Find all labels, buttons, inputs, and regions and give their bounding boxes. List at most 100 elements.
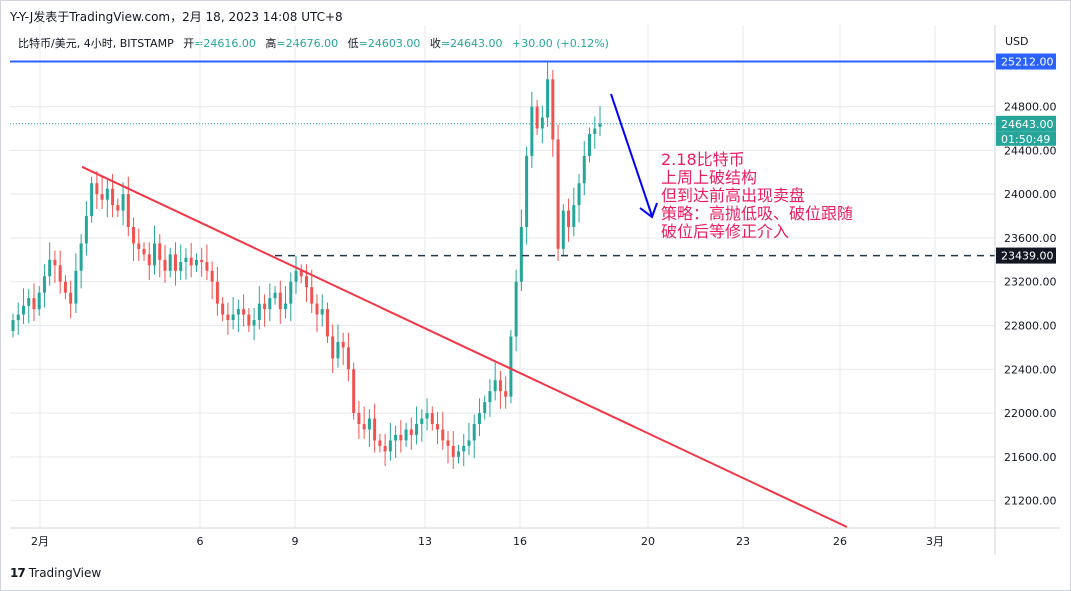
candle-body (551, 79, 555, 140)
tradingview-logo-icon: 𝟭𝟳 (10, 566, 26, 580)
candle-body (572, 205, 576, 228)
annotation-line: 策略：高抛低吸、破位跟随 (661, 204, 853, 223)
candle-body (147, 254, 151, 266)
candle-body (278, 292, 282, 310)
candle-body (200, 259, 204, 263)
candle-body (388, 440, 392, 452)
candle-body (273, 292, 277, 299)
candle-body (462, 445, 466, 452)
x-tick-label: 26 (833, 535, 847, 548)
price-label-countdown-box (996, 131, 1056, 146)
close-value: =24643.00 (440, 37, 503, 50)
symbol-info[interactable]: 比特币/美元, 4小时, BITSTAMP (18, 37, 174, 50)
x-tick-label: 6 (197, 535, 204, 548)
candle-body (425, 413, 429, 419)
candle-body (331, 336, 335, 359)
candle-body (121, 194, 125, 211)
candle-body (415, 424, 419, 435)
annotation-line: 上周上破结构 (661, 168, 757, 187)
price-label-support-box (996, 247, 1056, 264)
candle-body (441, 429, 445, 441)
candle-body (294, 270, 298, 282)
candle-body (320, 309, 324, 315)
candle-body (488, 391, 492, 403)
candle-body (514, 281, 518, 337)
y-tick-label: 23200.00 (1004, 276, 1057, 289)
candle-body (546, 79, 550, 118)
currency-label: USD (1005, 35, 1029, 48)
candle-body (477, 413, 481, 425)
candle-body (357, 413, 361, 425)
y-tick-label: 24400.00 (1004, 144, 1057, 157)
candle-body (242, 309, 246, 315)
down-arrow-head-icon (639, 202, 658, 219)
price-label-support: 23439.00 (1001, 250, 1054, 263)
candle-body (37, 292, 41, 310)
time-axis: 2月 6 9 13 16 20 23 26 3月 (10, 527, 1060, 548)
candle-body (588, 133, 592, 156)
candle-body (111, 188, 115, 206)
candle-body (252, 320, 256, 326)
candle-body (231, 314, 235, 321)
y-tick-label: 24000.00 (1004, 188, 1057, 201)
candle-body (126, 194, 130, 228)
y-tick-label: 22000.00 (1004, 407, 1057, 420)
candle-body (325, 309, 329, 337)
candle-body (540, 117, 544, 129)
candle-body (367, 418, 371, 430)
candle-body (179, 262, 183, 271)
down-arrow-icon (610, 93, 653, 217)
candle-body (137, 243, 141, 249)
candle-body (598, 123, 602, 127)
open-label: 开 (183, 37, 195, 50)
candle-body (236, 309, 240, 315)
candle-body (420, 418, 424, 425)
candle-body (467, 440, 471, 446)
candle-body (535, 106, 539, 129)
price-axis: 21200.00 21600.00 22000.00 22400.00 22800.00… (994, 25, 1057, 555)
x-tick-label: 13 (418, 535, 432, 548)
ohlc-legend: 比特币/美元, 4小时, BITSTAMP 开=24616.00 高=24676… (18, 35, 615, 51)
candle-body (194, 259, 198, 266)
candle-body (221, 303, 225, 315)
candle-body (226, 314, 230, 321)
low-value: =24603.00 (358, 37, 421, 50)
candle-body (263, 303, 267, 310)
candle-body (48, 259, 52, 277)
candle-body (567, 210, 571, 228)
candle-body (69, 292, 73, 304)
high-value: =24676.00 (276, 37, 339, 50)
candle-body (451, 445, 455, 457)
candle-body (456, 451, 460, 457)
candle-body (153, 243, 157, 266)
y-tick-label: 24800.00 (1004, 101, 1057, 114)
candle-body (362, 424, 366, 430)
candle-body (383, 445, 387, 452)
candle-body (409, 429, 413, 435)
candle-body (90, 183, 94, 217)
candle-body (21, 305, 25, 315)
x-tick-label: 9 (292, 535, 299, 548)
candle-body (593, 128, 597, 134)
candle-body (530, 106, 534, 156)
candle-body (378, 440, 382, 446)
y-tick-label: 23600.00 (1004, 232, 1057, 245)
candle-body (404, 429, 408, 441)
candle-body (11, 320, 15, 331)
candle-body (215, 281, 219, 304)
candle-body (305, 276, 308, 288)
candle-body (446, 440, 450, 446)
candle-body (189, 257, 193, 266)
close-label: 收 (429, 37, 441, 50)
open-value: =24616.00 (194, 37, 256, 50)
candle-body (247, 314, 251, 326)
x-tick-label: 16 (513, 535, 527, 548)
candle-body (42, 276, 46, 293)
brand-name: TradingView (28, 566, 102, 580)
candle-body (142, 248, 146, 255)
price-label-countdown: 01:50:49 (1001, 133, 1050, 146)
candle-body (100, 194, 104, 200)
candle-body (483, 402, 487, 414)
candle-body (310, 287, 314, 304)
